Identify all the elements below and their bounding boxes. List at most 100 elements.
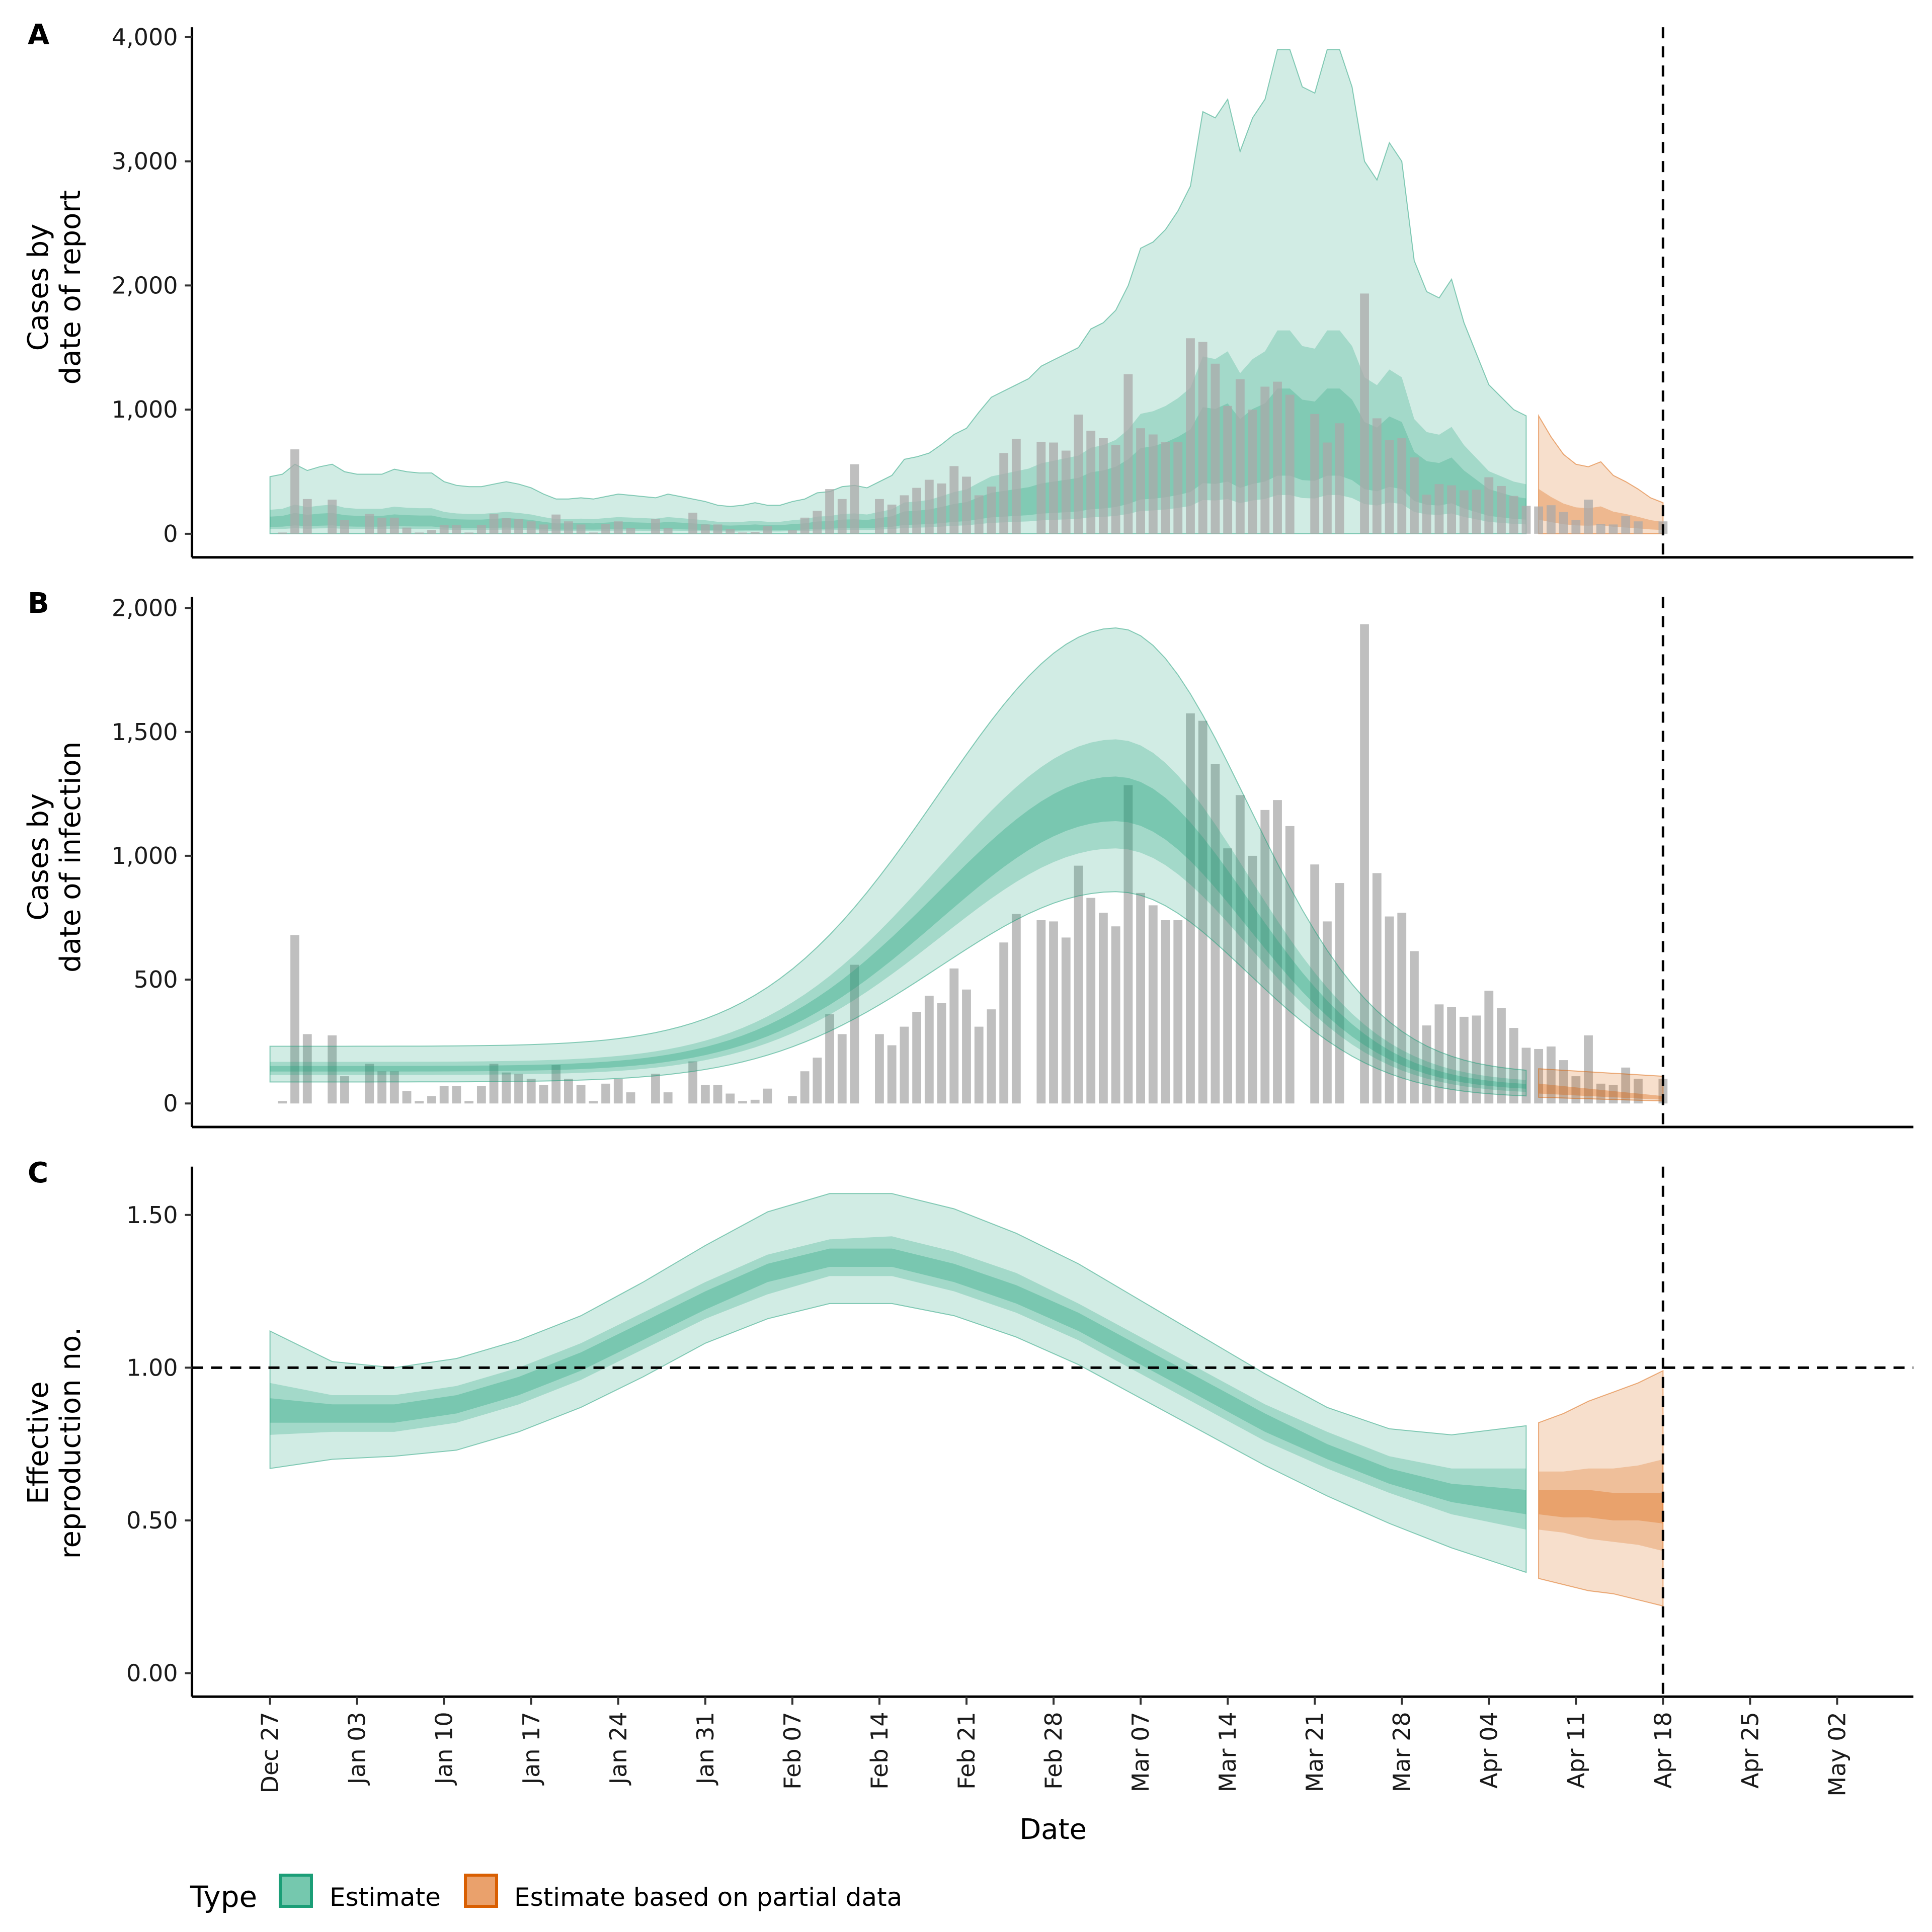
observed-bar <box>402 1091 412 1104</box>
observed-bar <box>489 514 499 534</box>
x-tick-label: Feb 21 <box>953 1712 980 1790</box>
x-tick-label: Apr 18 <box>1649 1712 1676 1789</box>
observed-bar <box>1198 342 1208 534</box>
observed-bar <box>962 989 971 1104</box>
observed-bar <box>700 524 710 534</box>
observed-bar <box>1397 438 1407 534</box>
observed-bar <box>825 489 834 534</box>
rt-band-20 <box>270 1248 1526 1514</box>
x-tick-label: Apr 11 <box>1562 1712 1589 1789</box>
observed-bar <box>1061 450 1071 534</box>
observed-bar <box>900 495 909 534</box>
observed-bar <box>402 527 412 534</box>
panel-tag-c: C <box>28 1157 48 1189</box>
observed-bar <box>1546 1046 1556 1104</box>
x-tick-label: Feb 14 <box>866 1712 893 1790</box>
observed-bar <box>502 518 511 534</box>
observed-bar <box>464 532 474 534</box>
observed-bar <box>937 1003 946 1104</box>
observed-bar <box>1260 810 1270 1104</box>
observed-bar <box>1410 457 1419 534</box>
observed-bar <box>328 500 337 534</box>
observed-bar <box>278 532 287 534</box>
infection-band-90 <box>269 627 1527 1097</box>
observed-bar <box>1634 521 1643 534</box>
observed-bar <box>962 476 971 534</box>
observed-bar <box>1497 486 1506 534</box>
observed-bar <box>999 942 1009 1104</box>
observed-bar <box>999 453 1009 534</box>
observed-bar <box>974 495 984 534</box>
observed-bar <box>813 1058 822 1104</box>
observed-bar <box>1472 490 1481 534</box>
observed-bar <box>750 1099 760 1104</box>
observed-bar <box>900 1026 909 1104</box>
observed-bar <box>1422 495 1431 534</box>
observed-bar <box>1621 516 1631 534</box>
panel-b-cases-by-infection: 0 500 1,000 1,500 2,000 Cases bydate of infec… <box>22 595 1914 1129</box>
observed-bar <box>912 488 922 534</box>
observed-bar <box>1447 485 1456 534</box>
observed-bar <box>502 1072 511 1104</box>
observed-bar <box>1372 873 1382 1104</box>
observed-bar <box>452 525 461 534</box>
observed-bar <box>1459 490 1469 534</box>
x-axis-title: Date <box>1019 1813 1087 1846</box>
observed-bar <box>1086 898 1096 1104</box>
x-axis: Dec 27 Jan 03 Jan 10 Jan 17 Jan 24 Jan 31 Feb … <box>257 1697 1850 1797</box>
rt-band-50 <box>270 1236 1526 1530</box>
observed-bar <box>1559 1060 1568 1104</box>
y-tick-label: 4,000 <box>112 24 178 51</box>
observed-bar <box>1634 1079 1643 1104</box>
observed-bar <box>551 1065 561 1104</box>
infection-band-50 <box>270 739 1526 1092</box>
observed-bar <box>1385 916 1394 1104</box>
observed-bar <box>1521 506 1531 534</box>
legend-swatch-partial <box>464 1874 498 1908</box>
observed-bar <box>576 1085 586 1104</box>
x-tick-label: Apr 04 <box>1475 1712 1502 1789</box>
observed-bar <box>1608 1085 1618 1104</box>
observed-bar <box>526 521 536 534</box>
x-tick-label: Dec 27 <box>257 1712 284 1793</box>
observed-bar <box>1111 445 1120 534</box>
partial-band-50 <box>1539 489 1663 530</box>
panel-tag-b: B <box>28 587 49 620</box>
observed-bar <box>415 1101 424 1104</box>
rt-partial-band-90 <box>1538 1370 1664 1607</box>
observed-bar <box>787 530 797 534</box>
observed-bar <box>912 1012 922 1104</box>
observed-bar <box>1186 713 1195 1104</box>
observed-bar <box>1310 414 1320 534</box>
panel-c-effective-reproduction: 0.00 0.50 1.00 1.50 Effectivereproduction no… <box>22 1166 1914 1698</box>
observed-bar <box>987 1009 996 1104</box>
observed-bar <box>1397 913 1407 1104</box>
observed-bar <box>526 1079 536 1104</box>
x-tick-label: Feb 28 <box>1040 1712 1067 1790</box>
observed-bar <box>1273 381 1282 534</box>
observed-bar <box>601 1083 610 1104</box>
observed-bar <box>1223 406 1233 534</box>
x-tick-label: Mar 28 <box>1388 1712 1415 1792</box>
observed-bar <box>1148 434 1158 534</box>
observed-bar <box>626 1092 635 1104</box>
observed-bar <box>1235 379 1245 534</box>
y-tick-label: 2,000 <box>112 272 178 299</box>
observed-bar <box>949 968 959 1104</box>
x-tick-label: Jan 03 <box>344 1712 371 1786</box>
observed-bar <box>1497 1008 1506 1104</box>
observed-bar <box>1099 913 1108 1104</box>
observed-bar <box>302 1034 312 1104</box>
y-axis-title-line: Cases by <box>22 224 55 351</box>
observed-bar <box>1049 921 1058 1104</box>
y-tick-label: 0.50 <box>126 1507 178 1534</box>
observed-bar <box>489 1064 499 1104</box>
observed-bar <box>1571 1076 1581 1104</box>
y-tick-label: 1,000 <box>112 842 178 869</box>
rt-partial-band-20 <box>1539 1490 1663 1523</box>
observed-bar <box>700 1085 710 1104</box>
x-tick-label: Mar 07 <box>1127 1712 1154 1792</box>
observed-bar <box>1372 418 1382 534</box>
observed-bar <box>1049 442 1058 534</box>
y-axis-title-line: date of infection <box>54 742 87 973</box>
